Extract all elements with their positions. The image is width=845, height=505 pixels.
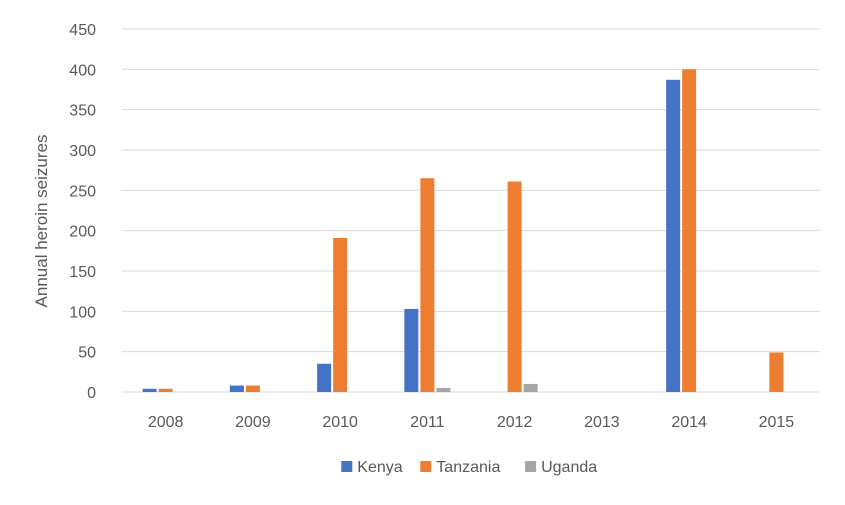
y-axis-title: Annual heroin seizures [32, 135, 51, 308]
bar-tanzania-2009 [245, 385, 260, 392]
bar-kenya-2011 [404, 308, 419, 392]
y-tick-label: 300 [69, 143, 96, 160]
x-tick-label: 2010 [322, 414, 358, 431]
legend-swatch [341, 461, 353, 472]
y-tick-label: 400 [69, 62, 96, 79]
bars [142, 69, 784, 392]
bar-tanzania-2008 [158, 388, 173, 392]
y-tick-label: 100 [69, 304, 96, 321]
legend-label: Uganda [541, 459, 597, 476]
bar-tanzania-2014 [682, 69, 697, 392]
legend-label: Kenya [357, 459, 402, 476]
bar-tanzania-2011 [420, 178, 435, 392]
y-tick-label: 200 [69, 224, 96, 241]
y-tick-label: 150 [69, 264, 96, 281]
y-tick-label: 250 [69, 183, 96, 200]
bar-tanzania-2015 [769, 352, 784, 392]
x-tick-label: 2011 [410, 414, 445, 431]
gridlines [122, 28, 820, 393]
legend-item-uganda: Uganda [525, 459, 597, 476]
bar-tanzania-2010 [333, 237, 348, 392]
bar-kenya-2008 [142, 388, 157, 392]
bar-kenya-2014 [666, 79, 681, 392]
legend: Kenya Tanzania Uganda [341, 459, 597, 476]
x-tick-label: 2012 [497, 414, 533, 431]
y-tick-label: 450 [69, 22, 96, 39]
y-tick-label: 50 [78, 345, 96, 362]
y-axis-ticks: 0 50 100 150 200 250 300 350 400 450 [69, 22, 96, 402]
x-tick-label: 2015 [759, 414, 795, 431]
legend-swatch [525, 461, 537, 472]
bar-tanzania-2012 [507, 181, 522, 392]
x-axis-ticks: 2008 2009 2010 2011 2012 2013 2014 2015 [148, 414, 794, 431]
legend-label: Tanzania [436, 459, 500, 476]
x-tick-label: 2009 [235, 414, 271, 431]
x-tick-label: 2013 [584, 414, 620, 431]
x-tick-label: 2014 [671, 414, 707, 431]
bar-uganda-2012 [523, 383, 538, 392]
legend-swatch [420, 461, 432, 472]
y-tick-label: 0 [87, 385, 96, 402]
bar-uganda-2011 [436, 387, 451, 392]
legend-item-tanzania: Tanzania [420, 459, 500, 476]
bar-kenya-2010 [317, 363, 332, 392]
x-tick-label: 2008 [148, 414, 184, 431]
legend-item-kenya: Kenya [341, 459, 403, 476]
y-tick-label: 350 [69, 103, 96, 120]
bar-kenya-2009 [229, 385, 244, 392]
